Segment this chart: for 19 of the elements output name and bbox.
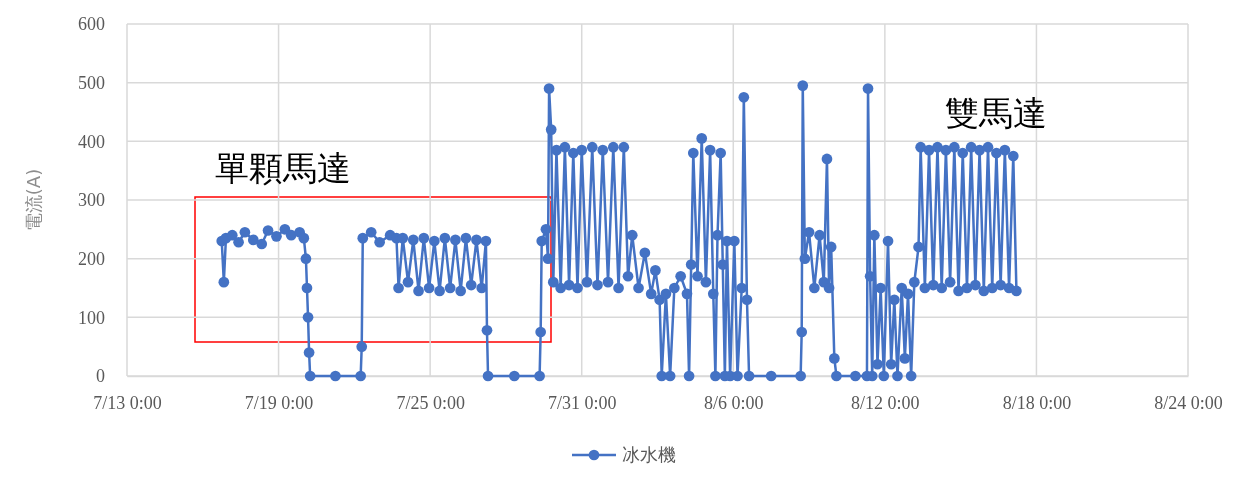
x-tick-label: 8/24 0:00	[1154, 392, 1223, 413]
x-tick-label: 7/31 0:00	[547, 392, 617, 413]
y-tick-label: 400	[78, 131, 105, 152]
x-tick-label: 8/12 0:00	[851, 392, 920, 413]
x-tick-label: 8/6 0:00	[704, 392, 764, 413]
y-tick-label: 100	[78, 307, 105, 328]
y-tick-label: 500	[78, 72, 105, 93]
y-tick-label: 200	[78, 248, 105, 269]
annotation: 雙馬達	[945, 93, 1047, 133]
y-tick-label: 300	[78, 190, 105, 211]
y-tick-label: 600	[78, 14, 105, 35]
y-axis-title: 電流(A)	[23, 168, 44, 232]
x-tick-label: 7/13 0:00	[93, 392, 162, 413]
annotation: 單顆馬達	[215, 148, 351, 188]
legend-label: 冰水機	[622, 444, 676, 465]
x-tick-label: 7/25 0:00	[396, 392, 465, 413]
x-tick-label: 7/19 0:00	[244, 392, 314, 413]
y-tick-label: 0	[96, 366, 105, 387]
x-tick-label: 8/18 0:00	[1002, 392, 1072, 413]
